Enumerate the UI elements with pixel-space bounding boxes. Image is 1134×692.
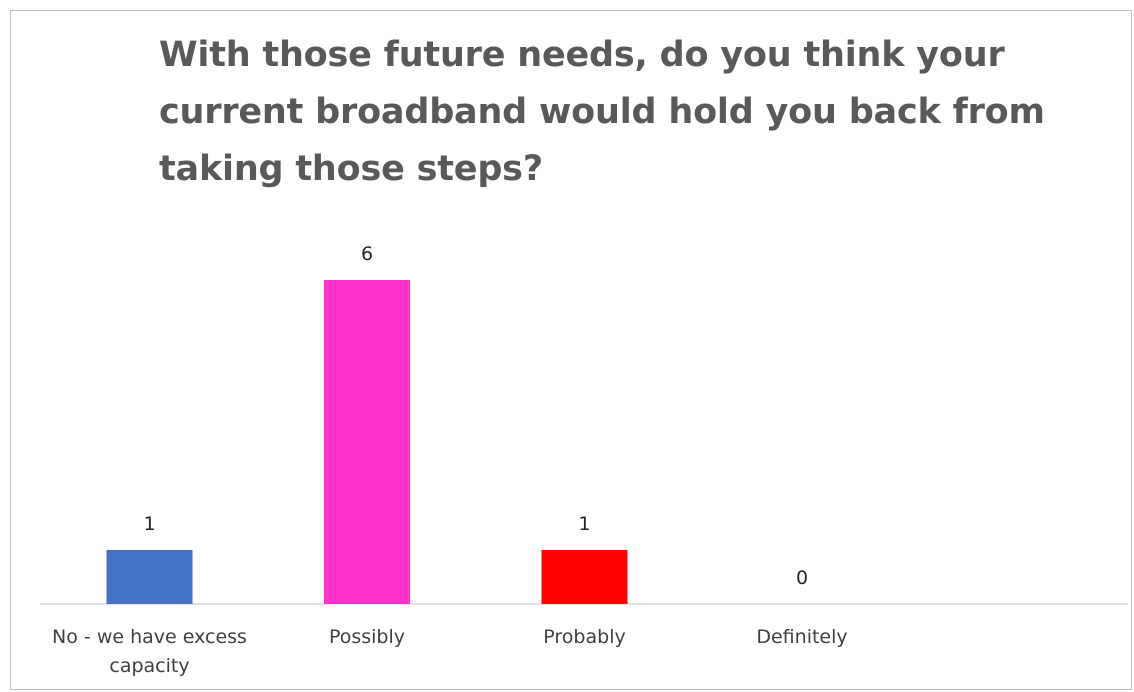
data-label-1: 1 (143, 513, 155, 535)
bar-1 (106, 550, 193, 604)
tick-label-2: Possibly (329, 626, 405, 648)
bar-2 (324, 280, 410, 604)
tick-label-1: No - we have excess capacity (52, 626, 247, 677)
chart-title: With those future needs, do you think yo… (159, 35, 1045, 189)
data-label-2: 6 (361, 243, 373, 265)
data-label-3: 1 (578, 513, 590, 535)
bars-group (106, 280, 628, 604)
tick-labels-group: No - we have excess capacity Possibly Proba… (52, 626, 848, 677)
data-label-4: 0 (796, 567, 808, 589)
tick-label-4: Definitely (756, 626, 847, 648)
tick-label-3: Probably (543, 626, 625, 648)
bar-3 (541, 550, 628, 604)
